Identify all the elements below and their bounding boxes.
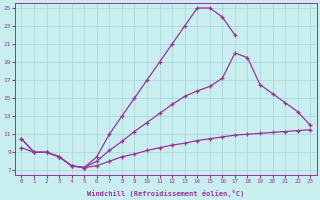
X-axis label: Windchill (Refroidissement éolien,°C): Windchill (Refroidissement éolien,°C) xyxy=(87,190,244,197)
